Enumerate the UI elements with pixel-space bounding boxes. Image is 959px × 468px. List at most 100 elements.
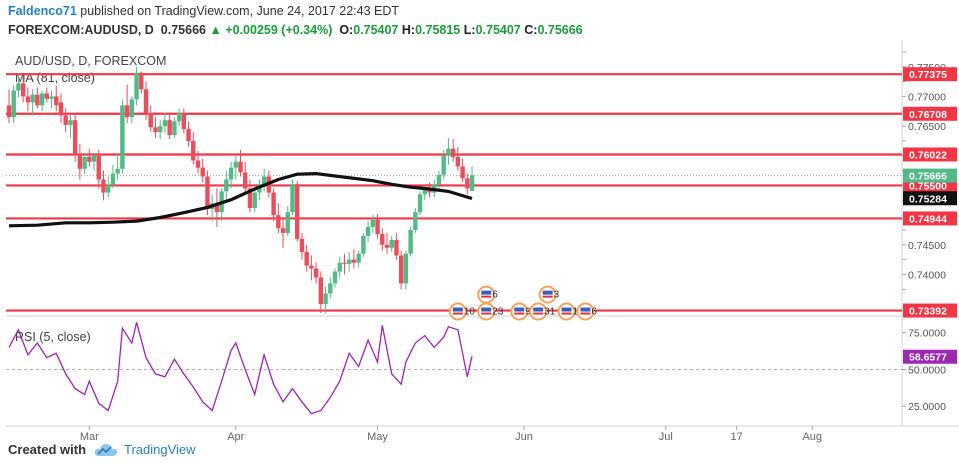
candle-up xyxy=(115,168,120,174)
candle-up xyxy=(436,174,442,185)
candle-down xyxy=(342,262,347,264)
candle-down xyxy=(124,105,130,118)
candle-up xyxy=(356,253,361,263)
candle-up xyxy=(403,253,409,284)
candle-up xyxy=(285,212,290,233)
candle-down xyxy=(153,127,158,133)
flag-canton-icon xyxy=(561,307,572,312)
tradingview-cloud-icon xyxy=(94,443,118,456)
close-label: C: xyxy=(524,23,538,37)
rsi-pane[interactable]: RSI (5, close) 25.0000 50.0000 75.0000 58.65… xyxy=(6,322,957,415)
ma-line xyxy=(8,171,473,228)
candle-down xyxy=(238,161,243,173)
candle-down xyxy=(72,120,78,155)
candle-up xyxy=(422,188,427,195)
candle-down xyxy=(54,96,59,106)
flag-stripe-icon xyxy=(561,312,572,315)
level-badge xyxy=(903,106,957,121)
high-value: 0.75815 xyxy=(415,23,461,37)
economic-event-day: 6 xyxy=(591,307,597,318)
level-badge-label: 0.74944 xyxy=(909,213,947,225)
candle-down xyxy=(304,251,309,266)
candle-up xyxy=(82,156,87,169)
candle-up xyxy=(365,226,371,236)
candle-down xyxy=(313,268,319,278)
candle-up xyxy=(261,176,267,185)
price-pane[interactable]: 0.740000.745000.765000.770000.77500AUD/U… xyxy=(6,40,957,426)
level-badge-label: 0.77375 xyxy=(909,69,947,81)
candle-down xyxy=(44,93,49,99)
flag-stripe-icon xyxy=(481,312,492,315)
candle-up xyxy=(446,148,451,156)
candle-down xyxy=(309,265,314,269)
rsi-value-badge-label: 58.6577 xyxy=(909,352,947,364)
candle-down xyxy=(318,277,324,305)
candle-up xyxy=(224,179,229,192)
candle-up xyxy=(252,192,257,208)
time-axis[interactable]: Mar Apr May Jun Jul 17 Aug xyxy=(6,425,959,443)
candle-up xyxy=(120,105,125,169)
last-price-badge-label: 0.75666 xyxy=(909,171,947,183)
candle-down xyxy=(35,94,40,106)
candle-up xyxy=(68,120,73,125)
candle-down xyxy=(295,184,300,239)
candle-down xyxy=(460,166,465,179)
candle-down xyxy=(143,89,149,114)
time-tick-label: Jun xyxy=(515,431,533,443)
candle-down xyxy=(299,238,305,252)
economic-event-day: 3 xyxy=(554,290,560,301)
ma-value-badge-label: 0.75284 xyxy=(909,193,947,205)
high-label: H: xyxy=(401,23,416,37)
open-label: O: xyxy=(339,23,354,37)
candle-up xyxy=(469,175,475,191)
level-badge-label: 0.76708 xyxy=(909,109,947,121)
publish-header: Faldenco71 published on TradingView.com,… xyxy=(8,4,399,18)
time-tick-label: May xyxy=(367,431,388,443)
candle-down xyxy=(148,113,153,128)
price-tick-label: 0.74500 xyxy=(908,240,946,252)
candle-down xyxy=(280,228,286,233)
candle-up xyxy=(172,121,177,136)
candle-up xyxy=(413,212,418,230)
candle-down xyxy=(77,154,83,169)
candle-up xyxy=(408,229,413,254)
flag-stripe-icon xyxy=(542,295,553,298)
candle-down xyxy=(200,167,205,177)
rsi-value-badge xyxy=(903,349,957,364)
candle-down xyxy=(181,113,187,130)
rsi-line xyxy=(8,322,473,415)
level-badge-label: 0.75500 xyxy=(909,180,947,192)
rsi-tick-label: 75.0000 xyxy=(908,328,946,340)
candle-up xyxy=(11,90,16,118)
last-price-badge xyxy=(903,168,957,183)
time-tick-label: Apr xyxy=(227,431,244,443)
candle-down xyxy=(25,96,31,103)
candle-down xyxy=(20,83,26,97)
candle-down xyxy=(205,176,210,210)
candle-down xyxy=(450,148,456,157)
economic-event-day: 10 xyxy=(464,307,476,318)
level-badge xyxy=(903,67,957,82)
candle-down xyxy=(87,156,92,162)
level-badge xyxy=(903,303,957,318)
price-tick-label: 0.77000 xyxy=(908,91,946,103)
tradingview-brand[interactable]: TradingView xyxy=(94,442,196,457)
candle-up xyxy=(106,184,111,193)
price-tick-label: 0.76500 xyxy=(908,121,946,133)
candle-up xyxy=(228,167,234,180)
candle-down xyxy=(465,178,470,189)
time-tick-label: 17 xyxy=(731,431,743,443)
economic-event-day: 23 xyxy=(492,307,504,318)
candle-up xyxy=(176,113,182,122)
economic-event-day: 31 xyxy=(544,307,556,318)
author-link[interactable]: Faldenco71 xyxy=(8,4,77,18)
close-value: 0.75666 xyxy=(537,23,583,37)
economic-event-day: 9 xyxy=(525,307,531,318)
level-badge-label: 0.76022 xyxy=(909,149,947,161)
candle-up xyxy=(134,72,139,100)
candle-up xyxy=(39,93,45,106)
level-badge xyxy=(903,211,957,226)
candle-down xyxy=(96,155,101,180)
footer: Created with TradingView xyxy=(8,442,196,457)
